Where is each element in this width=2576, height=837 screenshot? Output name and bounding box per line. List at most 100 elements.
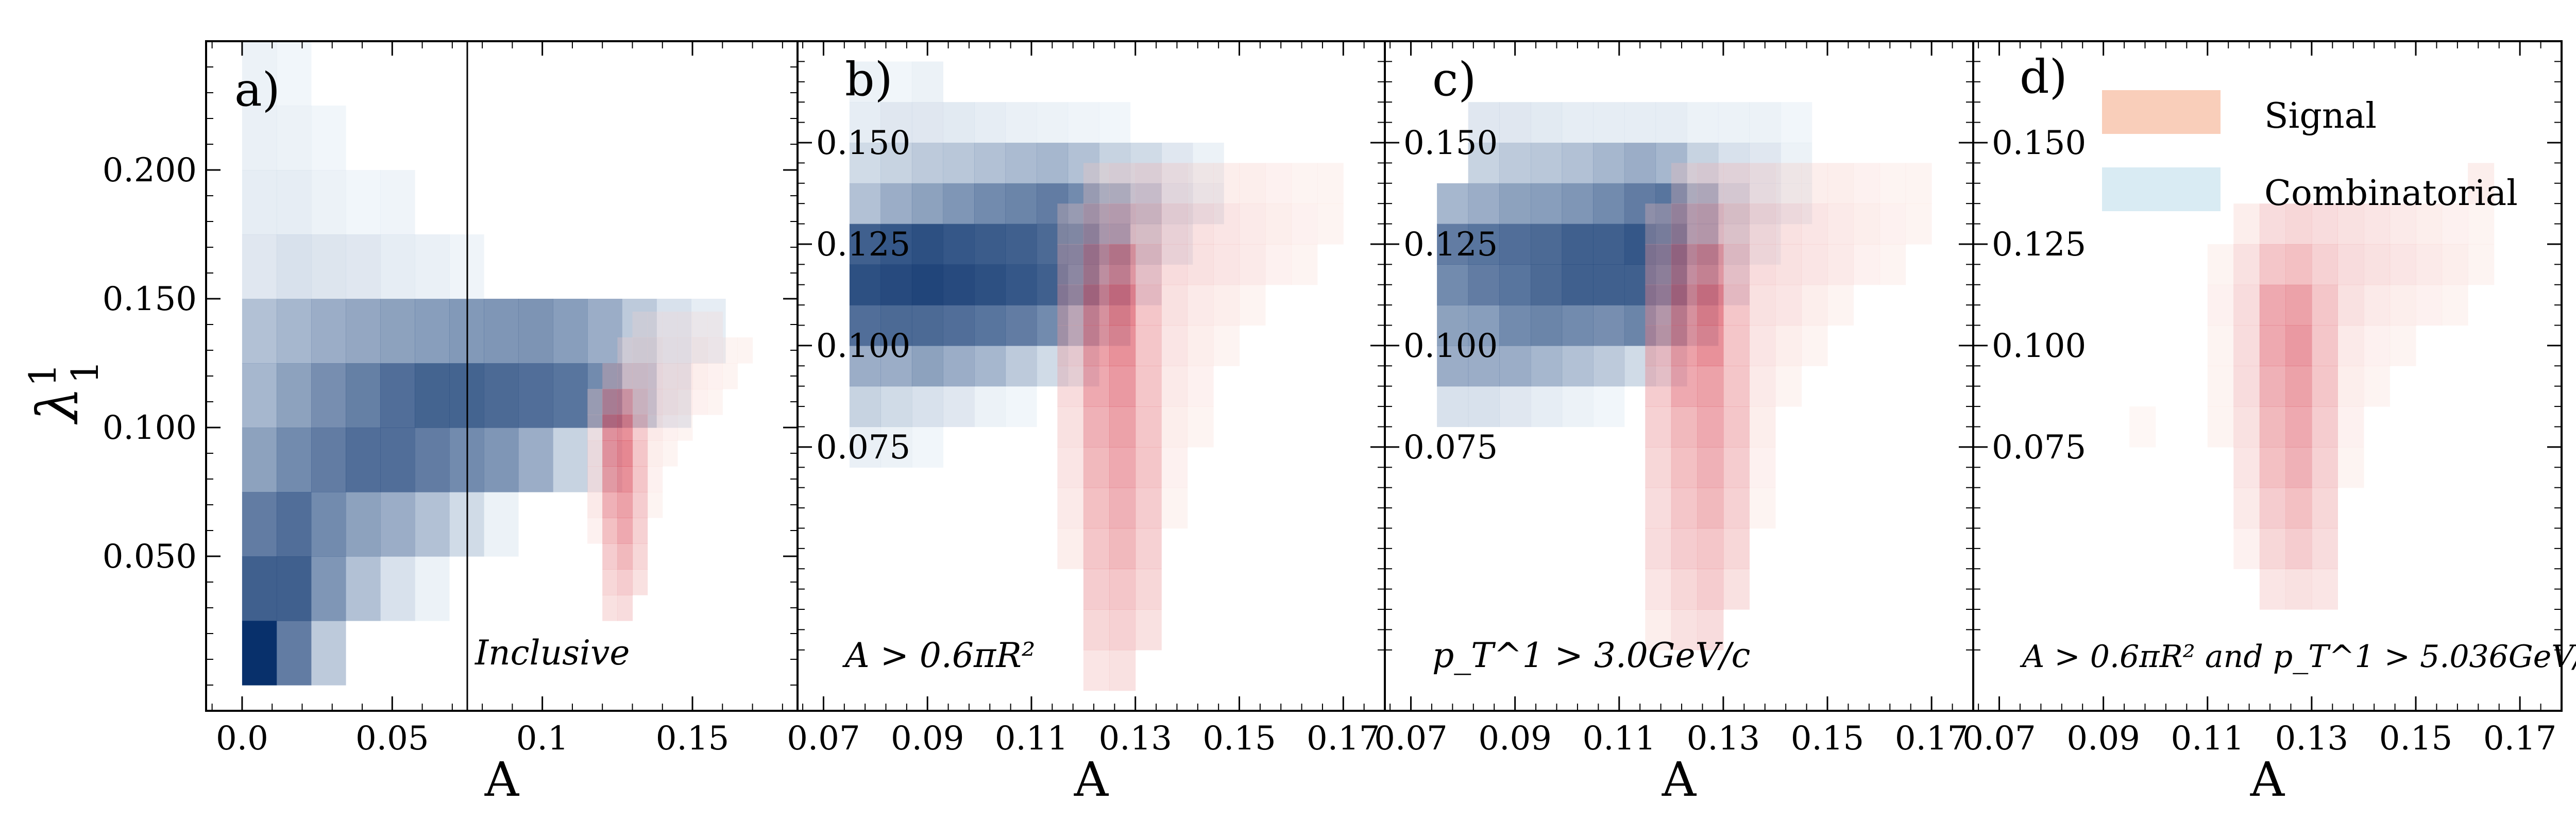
panel-a-signal-cell: [632, 569, 648, 595]
panel-d-signal-cell: [2337, 284, 2364, 326]
y-axis-label-base: λ: [25, 387, 91, 425]
panel-c-signal-cell: [1879, 163, 1906, 204]
panel-b-signal-cell: [1083, 487, 1110, 529]
panel-b-signal-cell: [1291, 203, 1318, 245]
panel-a-combinatorial-cell: [380, 428, 415, 492]
panel-a-combinatorial-cell: [518, 363, 553, 428]
panel-b-x-tick-label: 0.09: [891, 720, 964, 758]
panel-b-combinatorial-cell: [1037, 264, 1069, 305]
panel-a-combinatorial-cell: [484, 363, 519, 428]
panel-c-combinatorial-cell: [1593, 305, 1625, 346]
panel-d-signal-cell: [2416, 244, 2443, 285]
panel-a-signal-cell: [587, 389, 603, 415]
panel-a-signal-cell: [662, 363, 678, 389]
panel-c-signal-cell: [1749, 406, 1776, 448]
panel-b-combinatorial-cell: [911, 143, 943, 184]
panel-a-signal-cell: [647, 337, 663, 364]
panel-b-combinatorial-cell: [880, 224, 912, 265]
panel-a-signal-cell: [632, 440, 648, 467]
panel-a-combinatorial-cell: [622, 299, 657, 364]
panel-c-combinatorial-cell: [1437, 264, 1469, 305]
panel-c-combinatorial-cell: [1468, 305, 1500, 346]
panel-b-signal-cell: [1109, 244, 1136, 285]
panel-b-signal-cell: [1135, 284, 1162, 326]
panel-b-combinatorial-cell: [849, 426, 881, 468]
panel-d-frame: [1972, 40, 2563, 712]
panel-a-signal-cell: [632, 415, 648, 441]
panel-d-signal-cell: [2129, 406, 2156, 448]
panel-a-x-tick-label: 0.1: [516, 720, 569, 758]
panel-c-signal-cell: [1827, 203, 1854, 245]
panel-b-combinatorial-cell: [1037, 345, 1069, 387]
panel-a-combinatorial-cell: [276, 621, 312, 686]
panel-a-combinatorial-cell: [518, 299, 553, 364]
panel-b-combinatorial-cell: [974, 345, 1006, 387]
panel-c-combinatorial-cell: [1624, 345, 1656, 387]
panel-b-signal-cell: [1135, 163, 1162, 204]
panel-c-signal-cell: [1723, 569, 1750, 610]
panel-b-combinatorial-cell: [1005, 305, 1037, 346]
panel-a-combinatorial-heatmap: [242, 41, 726, 686]
panel-c-signal-cell: [1697, 609, 1724, 651]
panel-b-x-tick-label: 0.15: [1202, 720, 1276, 758]
panel-b-signal-cell: [1057, 284, 1084, 326]
panel-b-signal-cell: [1187, 244, 1214, 285]
legend: Signal Combinatorial: [2102, 90, 2518, 214]
panel-b-combinatorial-cell: [911, 305, 943, 346]
panel-c-combinatorial-cell: [1531, 224, 1563, 265]
panel-b-signal-cell: [1317, 203, 1344, 245]
panel-d-signal-cell: [2311, 244, 2338, 285]
panel-a-signal-cell: [602, 569, 618, 595]
panel-b-combinatorial-cell: [974, 143, 1006, 184]
panel-a-signal-cell: [647, 492, 663, 518]
panel-c-signal-cell: [1671, 366, 1698, 407]
panel-a-signal-cell: [632, 518, 648, 544]
panel-a-combinatorial-cell: [346, 170, 381, 235]
panel-b-combinatorial-cell: [1067, 102, 1099, 143]
panel-b-x-tick-label: 0.17: [1307, 720, 1380, 758]
panel-a-signal-cell: [632, 389, 648, 415]
panel-b-combinatorial-cell: [880, 61, 912, 103]
panel-d-signal-cell: [2285, 569, 2312, 610]
panel-a-combinatorial-cell: [242, 41, 277, 106]
panel-c-signal-cell: [1697, 325, 1724, 366]
panel-d-signal-cell: [2311, 325, 2338, 366]
panel-c-combinatorial-cell: [1562, 345, 1594, 387]
panel-c-combinatorial-cell: [1781, 102, 1812, 143]
panel-a-combinatorial-cell: [691, 299, 726, 364]
panel-a-x-tick-label: 0.0: [216, 720, 268, 758]
panel-d-signal-cell: [2259, 366, 2286, 407]
panel-b-signal-cell: [1161, 447, 1188, 488]
panel-d-label: d): [2020, 50, 2067, 104]
panel-c-combinatorial-cell: [1718, 143, 1750, 184]
panel-d-signal-cell: [2233, 406, 2260, 448]
panel-d-signal-cell: [2389, 284, 2416, 326]
panel-a-signal-cell: [647, 440, 663, 467]
panel-b-combinatorial-cell: [1067, 183, 1099, 225]
panel-b-signal-cell: [1083, 406, 1110, 448]
panel-c-y-tick-label: 0.075: [1403, 429, 1498, 467]
panel-c-signal-cell: [1645, 569, 1672, 610]
panel-a-combinatorial-cell: [346, 299, 381, 364]
panel-d-signal-cell: [2311, 447, 2338, 488]
panel-c-combinatorial-cell: [1593, 386, 1625, 428]
panel-a-signal-cell: [587, 492, 603, 518]
panel-c-signal-cell: [1645, 244, 1672, 285]
panel-b-signal-cell: [1057, 528, 1084, 569]
panel-a-combinatorial-cell: [242, 170, 277, 235]
panel-a-combinatorial-cell: [311, 556, 346, 621]
panel-b-combinatorial-cell: [911, 264, 943, 305]
panel-c-y-tick-label: 0.100: [1403, 327, 1498, 365]
panel-c-combinatorial-cell: [1562, 264, 1594, 305]
panel-b-signal-cell: [1109, 609, 1136, 651]
panel-d-annotation: A > 0.6πR² and p_T^1 > 5.036GeV/c: [2020, 639, 2576, 675]
panel-a-signal-cell: [587, 415, 603, 441]
panel-c-signal-cell: [1697, 284, 1724, 326]
panel-b-combinatorial-cell: [911, 183, 943, 225]
panel-c-signal-cell: [1879, 203, 1906, 245]
panel-a-combinatorial-cell: [311, 363, 346, 428]
panel-a-signal-cell: [602, 595, 618, 621]
panel-a-combinatorial-cell: [311, 106, 346, 170]
panel-a-signal-cell: [602, 440, 618, 467]
panel-a-y-tick-label: 0.150: [103, 280, 197, 318]
